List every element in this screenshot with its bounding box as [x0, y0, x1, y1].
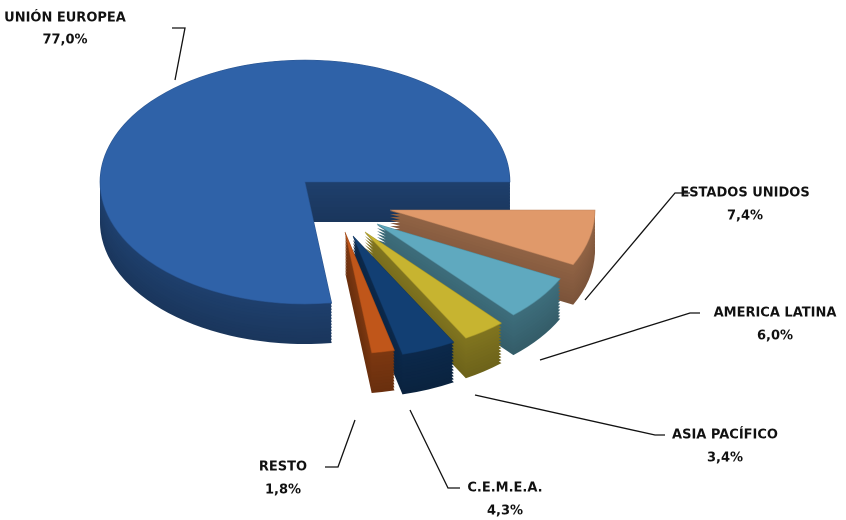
slice-label: RESTO: [259, 460, 307, 475]
leader-line: [584, 192, 690, 301]
slice-value-label: 1,8%: [265, 483, 301, 498]
slice: [99, 59, 511, 305]
leader-line: [172, 27, 186, 81]
slice: [389, 209, 596, 266]
slice-label: AMERICA LATINA: [714, 306, 837, 321]
slice-label: ESTADOS UNIDOS: [680, 186, 809, 201]
slice-value-label: 77,0%: [42, 33, 87, 48]
leader-line: [325, 419, 356, 468]
slice: [376, 223, 561, 316]
slice: [364, 231, 502, 339]
slice-value-label: 6,0%: [757, 329, 793, 344]
slice: [344, 231, 395, 354]
leader-line: [409, 409, 460, 489]
slice-label: ASIA PACÍFICO: [672, 427, 778, 443]
leader-line: [539, 312, 700, 361]
slice: [352, 235, 455, 355]
slice-value-label: 7,4%: [727, 209, 763, 224]
slice-label: C.E.M.E.A.: [467, 481, 542, 496]
leader-line: [474, 394, 665, 436]
slice-value-label: 4,3%: [487, 504, 523, 519]
slice-value-label: 3,4%: [707, 451, 743, 466]
slice-label: UNIÓN EUROPEA: [4, 10, 126, 26]
